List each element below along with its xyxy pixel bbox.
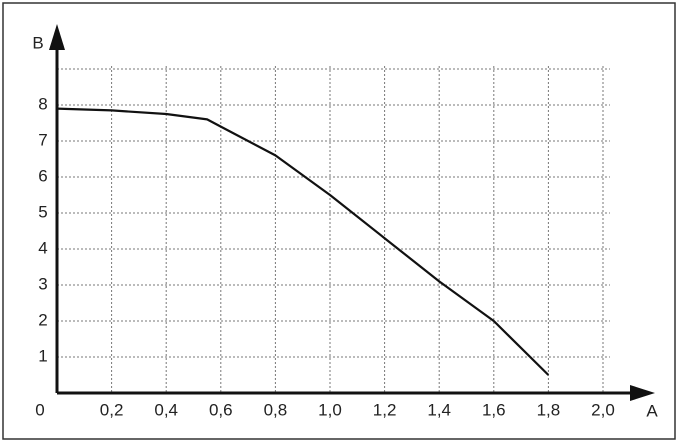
y-tick-label: 5 — [38, 202, 47, 221]
x-axis-arrow — [630, 385, 655, 401]
y-tick-label: 3 — [38, 274, 47, 293]
x-tick-label: 0,2 — [100, 400, 124, 419]
x-tick-label: 1,0 — [318, 400, 342, 419]
y-axis-arrow — [49, 24, 65, 50]
y-axis-label: B — [32, 33, 43, 52]
x-tick-label: 1,4 — [427, 400, 451, 419]
y-tick-label: 8 — [38, 94, 47, 113]
x-tick-label: 2,0 — [591, 400, 615, 419]
x-tick-label: 0,6 — [209, 400, 233, 419]
y-tick-label: 6 — [38, 166, 47, 185]
x-tick-label: 1,6 — [482, 400, 506, 419]
x-tick-label: 1,2 — [373, 400, 397, 419]
x-tick-label: 1,8 — [537, 400, 561, 419]
y-tick-label: 4 — [38, 238, 47, 257]
data-line — [56, 107, 550, 376]
x-axis-label: A — [646, 401, 658, 420]
y-tick-label: 2 — [38, 310, 47, 329]
x-tick-label: 0,4 — [154, 400, 178, 419]
x-tick-label: 0,8 — [264, 400, 288, 419]
y-tick-label: 7 — [38, 130, 47, 149]
x-tick-label: 0 — [35, 400, 44, 419]
y-tick-label: 1 — [38, 346, 47, 365]
